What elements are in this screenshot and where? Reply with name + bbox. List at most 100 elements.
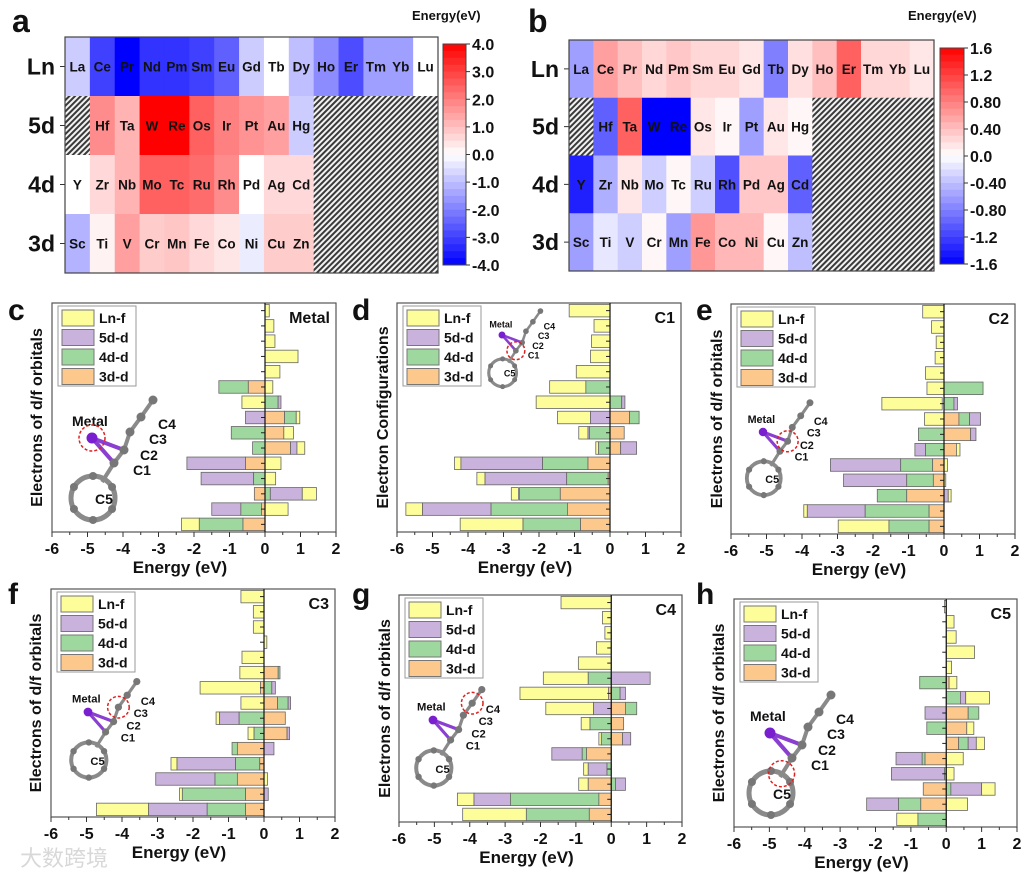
- bar-segment-4d-d: [943, 396, 955, 411]
- colorbar-band: [443, 140, 466, 149]
- heatmap-cell: [569, 155, 594, 214]
- legend-label: 3d-d: [778, 370, 808, 386]
- bar-segment-5d-d: [176, 757, 236, 771]
- x-tick-label: -4: [463, 831, 477, 848]
- colorbar-band: [940, 210, 964, 218]
- x-tick-label: -3: [496, 541, 510, 558]
- legend: Ln-f 5d-d 4d-d 3d-d: [57, 305, 137, 387]
- x-tick-label: 0: [940, 543, 949, 560]
- hatched-cell: [836, 213, 862, 272]
- colorbar-tick-label: -1.2: [970, 230, 998, 247]
- x-tick-label: 0: [607, 831, 616, 848]
- element-label: Ru: [694, 177, 712, 192]
- bar-segment-4d-d: [542, 456, 589, 470]
- x-tick-label: -5: [427, 831, 441, 848]
- legend-swatch-3d-d: [61, 368, 95, 385]
- atom-label-c3: C3: [827, 726, 845, 742]
- colorbar-band: [443, 182, 466, 190]
- hatched-cell: [313, 96, 340, 156]
- bar-segment-4d-d: [958, 412, 970, 426]
- bar-segment-3d-d: [264, 441, 291, 455]
- element-label: Tm: [366, 60, 386, 75]
- element-label: Nb: [621, 177, 639, 192]
- bond: [762, 430, 789, 443]
- carbon-atom: [788, 423, 796, 431]
- bar-segment-ln-f: [264, 456, 282, 470]
- bar-segment-3d-d: [567, 502, 611, 516]
- x-tick-label: -5: [759, 543, 773, 560]
- atom-label-c4: C4: [141, 696, 156, 708]
- colorbar-tick-label: -0.40: [970, 176, 1007, 193]
- bar-segment-ln-f: [535, 395, 611, 409]
- carbon-atom: [784, 437, 792, 445]
- bar-segment-ln-f: [545, 701, 594, 716]
- hatched-cell: [413, 155, 439, 215]
- colorbar-band: [940, 102, 964, 110]
- bar-segment-ln-f: [881, 396, 943, 411]
- carbon-atom: [102, 728, 110, 736]
- panel-letter: e: [696, 294, 713, 327]
- x-tick-label: -6: [727, 836, 741, 853]
- bar-segment-4d-d: [240, 502, 262, 516]
- element-label: Hf: [95, 119, 110, 134]
- x-tick-label: 2: [332, 541, 341, 558]
- heatmap-cell: [263, 155, 290, 215]
- carbon-atom: [415, 773, 422, 780]
- heatmap-cell: [363, 37, 389, 97]
- legend-label: 4d-d: [99, 349, 129, 365]
- panel-title: Metal: [289, 310, 330, 327]
- carbon-atom: [70, 765, 77, 772]
- heatmap-cell: [114, 96, 141, 156]
- x-tick-label: -1: [222, 541, 236, 558]
- element-label: Pd: [243, 178, 260, 193]
- legend-swatch-3d-d: [743, 664, 777, 681]
- bar-segment-5d-d: [943, 488, 949, 503]
- colorbar-tick-label: -2.0: [472, 203, 500, 220]
- element-label: Zr: [599, 177, 613, 192]
- colorbar-band: [443, 189, 466, 197]
- heatmap-cell: [164, 96, 190, 156]
- colorbar-band: [940, 135, 964, 143]
- atom-label-metal: Metal: [489, 319, 512, 329]
- bar-segment-5d-d: [263, 787, 269, 801]
- bar-segment-4d-d: [566, 471, 609, 486]
- colorbar-tick-label: 4.0: [472, 37, 494, 54]
- x-tick-label: -2: [186, 826, 200, 843]
- element-label: Cd: [292, 178, 310, 193]
- element-label: Mn: [669, 235, 689, 250]
- element-label: Ce: [94, 60, 112, 75]
- colorbar-title: Energy(eV): [412, 8, 481, 23]
- bar-segment-ln-f: [981, 782, 996, 796]
- heatmap-cell: [239, 37, 265, 97]
- carbon-atom: [523, 328, 529, 335]
- bar-segment-4d-d: [284, 410, 297, 425]
- element-label: Ag: [767, 177, 785, 192]
- metal-atom: [83, 707, 93, 717]
- colorbar-tick-label: 3.0: [472, 65, 494, 82]
- colorbar-band: [443, 202, 466, 211]
- legend-label: 4d-d: [98, 635, 128, 651]
- bar-segment-3d-d: [264, 410, 285, 425]
- bar-segment-ln-f: [264, 349, 299, 364]
- colorbar-tick-label: -1.6: [970, 257, 998, 274]
- panel-title: C4: [656, 602, 677, 619]
- bar-segment-ln-f: [170, 757, 178, 771]
- bar-segment-ln-f: [179, 787, 183, 801]
- carbon-atom: [787, 753, 797, 763]
- carbon-atom: [85, 774, 93, 781]
- heatmap-cell: [114, 155, 141, 215]
- bar-segment-ln-f: [837, 519, 890, 534]
- bar-segment-5d-d: [263, 741, 275, 756]
- colorbar-band: [940, 61, 964, 69]
- x-tick-label: -2: [187, 541, 201, 558]
- heatmap-cell: [666, 40, 692, 99]
- bar-segment-ln-f: [462, 807, 527, 822]
- x-tick-label: -2: [532, 541, 546, 558]
- carbon-atom: [136, 412, 146, 422]
- x-tick-label: -3: [833, 836, 847, 853]
- legend-label: 3d-d: [99, 369, 129, 385]
- carbon-atom: [114, 703, 122, 711]
- bar-segment-3d-d: [580, 517, 611, 532]
